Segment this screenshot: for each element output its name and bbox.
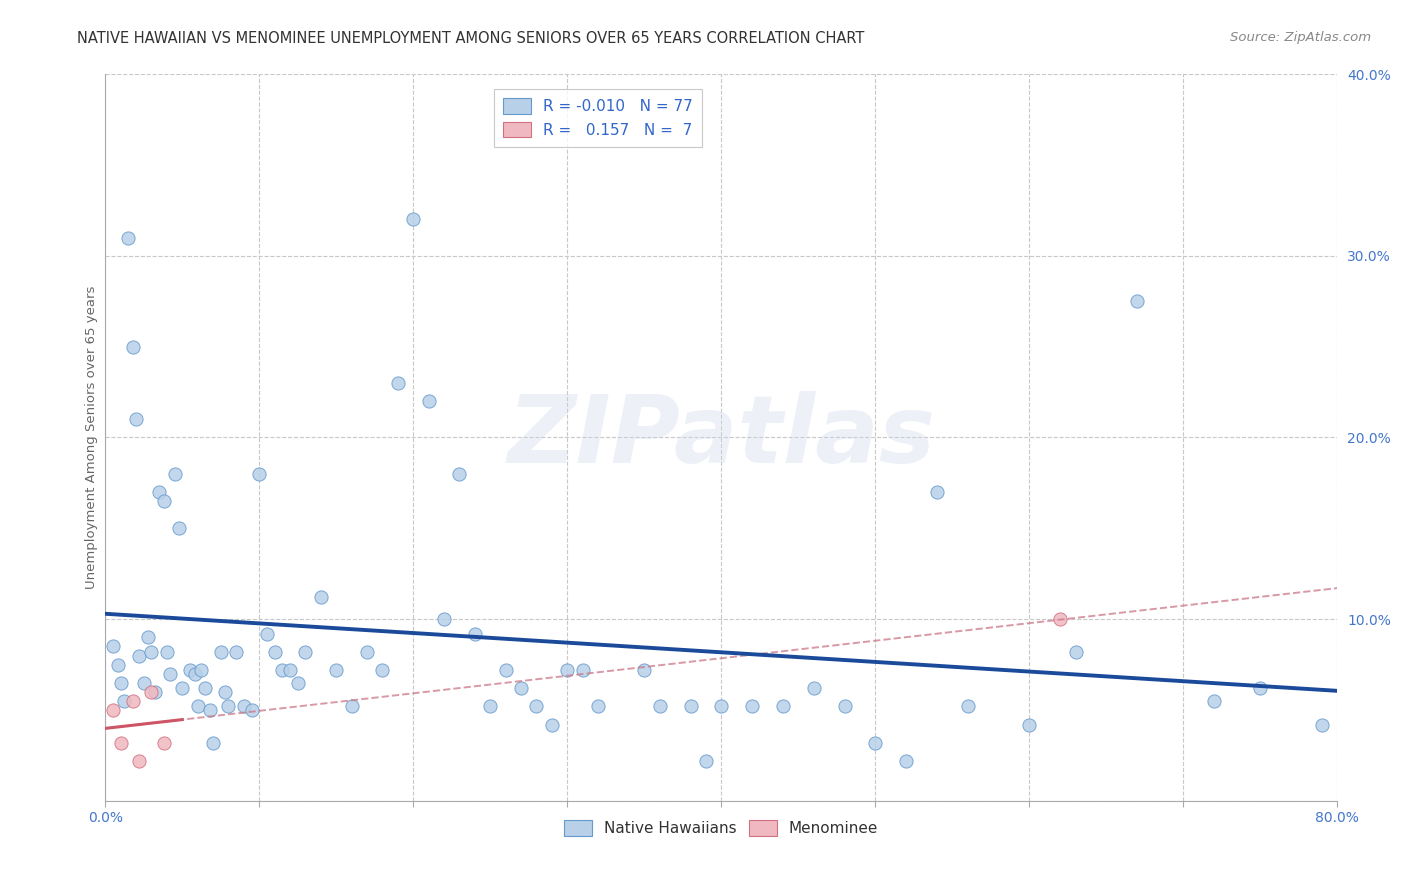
Point bbox=[148, 485, 170, 500]
Point bbox=[526, 699, 548, 714]
Point bbox=[167, 521, 190, 535]
Point bbox=[1126, 294, 1149, 309]
Point bbox=[122, 694, 145, 708]
Point bbox=[125, 412, 148, 426]
Point bbox=[710, 699, 733, 714]
Point bbox=[202, 736, 225, 750]
Point bbox=[956, 699, 979, 714]
Point bbox=[571, 663, 593, 677]
Point bbox=[371, 663, 394, 677]
Point bbox=[141, 685, 163, 699]
Point bbox=[101, 703, 124, 717]
Point bbox=[122, 340, 145, 354]
Point bbox=[1310, 717, 1333, 731]
Point bbox=[479, 699, 502, 714]
Point bbox=[101, 640, 124, 654]
Point bbox=[152, 494, 174, 508]
Point bbox=[128, 648, 150, 663]
Point bbox=[648, 699, 671, 714]
Point bbox=[633, 663, 655, 677]
Y-axis label: Unemployment Among Seniors over 65 years: Unemployment Among Seniors over 65 years bbox=[86, 285, 98, 589]
Point bbox=[894, 754, 917, 768]
Point bbox=[287, 675, 309, 690]
Text: NATIVE HAWAIIAN VS MENOMINEE UNEMPLOYMENT AMONG SENIORS OVER 65 YEARS CORRELATIO: NATIVE HAWAIIAN VS MENOMINEE UNEMPLOYMEN… bbox=[77, 31, 865, 46]
Point bbox=[163, 467, 186, 481]
Point bbox=[865, 736, 887, 750]
Point bbox=[309, 591, 332, 605]
Point bbox=[803, 681, 825, 696]
Point bbox=[356, 645, 378, 659]
Point bbox=[695, 754, 717, 768]
Point bbox=[110, 675, 132, 690]
Point bbox=[834, 699, 856, 714]
Point bbox=[107, 657, 129, 672]
Point bbox=[217, 699, 239, 714]
Point bbox=[495, 663, 517, 677]
Point bbox=[340, 699, 363, 714]
Point bbox=[143, 685, 166, 699]
Point bbox=[294, 645, 316, 659]
Point bbox=[172, 681, 194, 696]
Point bbox=[225, 645, 247, 659]
Point bbox=[256, 626, 278, 640]
Point bbox=[278, 663, 301, 677]
Point bbox=[510, 681, 533, 696]
Point bbox=[433, 612, 456, 626]
Point bbox=[132, 675, 155, 690]
Point bbox=[138, 631, 160, 645]
Point bbox=[586, 699, 609, 714]
Point bbox=[464, 626, 486, 640]
Point bbox=[925, 485, 948, 500]
Legend: Native Hawaiians, Menominee: Native Hawaiians, Menominee bbox=[557, 813, 886, 844]
Text: ZIPatlas: ZIPatlas bbox=[508, 392, 935, 483]
Point bbox=[179, 663, 201, 677]
Point bbox=[1204, 694, 1226, 708]
Point bbox=[128, 754, 150, 768]
Point bbox=[1018, 717, 1040, 731]
Point bbox=[110, 736, 132, 750]
Point bbox=[741, 699, 763, 714]
Point bbox=[141, 645, 163, 659]
Point bbox=[247, 467, 270, 481]
Point bbox=[541, 717, 564, 731]
Point bbox=[194, 681, 217, 696]
Point bbox=[232, 699, 254, 714]
Point bbox=[271, 663, 294, 677]
Point bbox=[183, 666, 205, 681]
Point bbox=[418, 394, 440, 409]
Point bbox=[117, 230, 139, 244]
Point bbox=[325, 663, 347, 677]
Point bbox=[209, 645, 232, 659]
Point bbox=[555, 663, 578, 677]
Point bbox=[240, 703, 263, 717]
Point bbox=[214, 685, 236, 699]
Point bbox=[449, 467, 471, 481]
Point bbox=[156, 645, 179, 659]
Point bbox=[198, 703, 221, 717]
Point bbox=[387, 376, 409, 390]
Point bbox=[152, 736, 174, 750]
Point bbox=[159, 666, 181, 681]
Point bbox=[1049, 612, 1071, 626]
Point bbox=[190, 663, 212, 677]
Point bbox=[1249, 681, 1271, 696]
Point bbox=[1064, 645, 1087, 659]
Point bbox=[679, 699, 702, 714]
Point bbox=[772, 699, 794, 714]
Text: Source: ZipAtlas.com: Source: ZipAtlas.com bbox=[1230, 31, 1371, 45]
Point bbox=[112, 694, 135, 708]
Point bbox=[263, 645, 285, 659]
Point bbox=[187, 699, 209, 714]
Point bbox=[402, 212, 425, 227]
